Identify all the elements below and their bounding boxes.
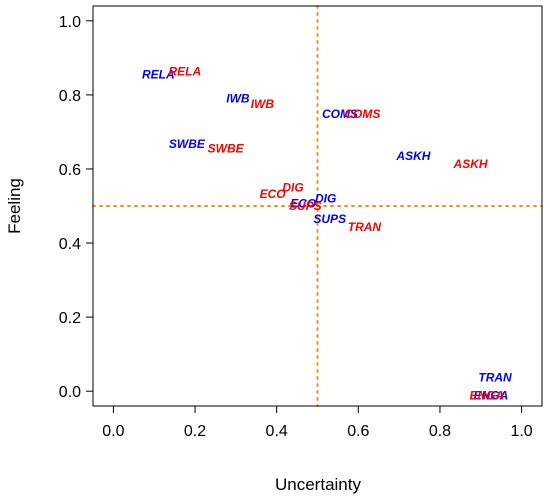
point-label-blue-swbe: SWBE [169, 137, 206, 151]
y-tick-label: 0.6 [59, 162, 81, 179]
point-label-blue-rela: RELA [142, 68, 175, 82]
y-tick-label: 0.4 [59, 236, 81, 253]
point-label-blue-iwb: IWB [226, 92, 250, 106]
point-label-red-iwb: IWB [251, 97, 275, 111]
point-label-blue-coms: COMS [322, 107, 358, 121]
x-axis-title: Uncertainty [275, 475, 361, 494]
x-tick-label: 0.6 [347, 423, 369, 440]
y-axis-ticks: 0.0 0.2 0.4 0.6 0.8 1.0 [59, 14, 93, 401]
point-label-red-enga: ENGA [470, 389, 505, 403]
point-label-red-swbe: SWBE [208, 142, 245, 156]
plot-frame [92, 5, 543, 407]
reference-lines [92, 5, 543, 407]
point-label-red-eco: ECO [260, 187, 287, 201]
point-label-blue-tran: TRAN [478, 370, 512, 384]
x-tick-label: 1.0 [510, 423, 532, 440]
point-label-blue-sups: SUPS [313, 212, 346, 226]
x-tick-label: 0.4 [266, 423, 288, 440]
plot-border [92, 5, 543, 407]
point-labels: RELAIWBSWBECOMSASKHDIGECOSUPSTRANENGAREL… [142, 65, 512, 403]
x-tick-label: 0.8 [429, 423, 451, 440]
point-label-red-coms: COMS [344, 107, 380, 121]
y-axis-title: Feeling [5, 178, 24, 234]
point-label-blue-enga: ENGA [474, 389, 509, 403]
x-tick-label: 0.2 [184, 423, 206, 440]
y-tick-label: 0.2 [59, 310, 81, 327]
y-tick-label: 0.8 [59, 88, 81, 105]
y-tick-label: 1.0 [59, 14, 81, 31]
point-label-red-tran: TRAN [348, 220, 382, 234]
point-label-red-dig: DIG [282, 180, 303, 194]
x-axis-ticks: 0.0 0.2 0.4 0.6 0.8 1.0 [102, 406, 533, 440]
point-label-red-sups: SUPS [289, 199, 322, 213]
point-label-red-rela: RELA [169, 65, 202, 79]
point-label-red-askh: ASKH [453, 157, 488, 171]
y-tick-label: 0.0 [59, 384, 81, 401]
x-tick-label: 0.0 [102, 423, 124, 440]
point-label-blue-askh: ASKH [395, 149, 430, 163]
point-label-blue-dig: DIG [315, 192, 336, 206]
point-label-blue-eco: ECO [290, 196, 317, 210]
